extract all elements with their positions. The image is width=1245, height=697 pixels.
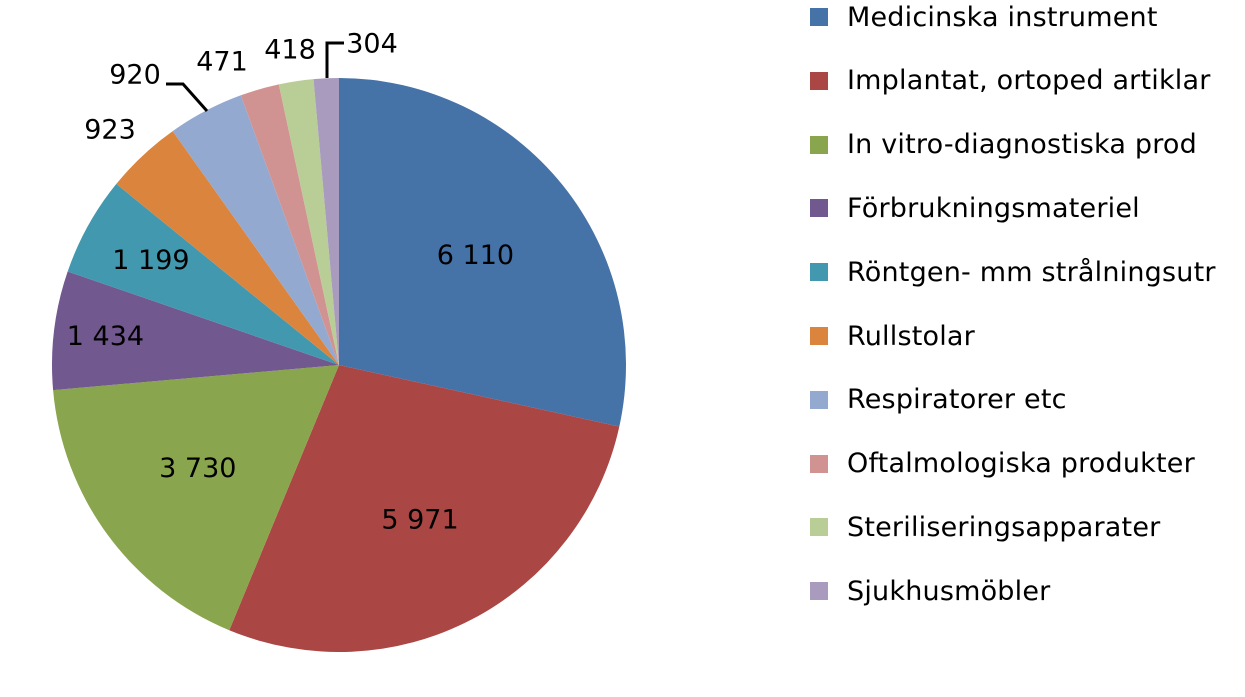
- legend-item: Röntgen- mm strålningsutr: [810, 254, 1216, 290]
- pie-slice-5: [67, 183, 340, 365]
- legend-label: Respiratorer etc: [847, 384, 1067, 416]
- legend-swatch: [810, 327, 828, 345]
- legend-swatch: [810, 135, 828, 154]
- legend-swatch: [810, 263, 828, 282]
- legend-item: Medicinska instrument: [810, 0, 1158, 35]
- pie-slice-2: [229, 365, 620, 652]
- legend-swatch: [810, 454, 828, 473]
- legend-swatch: [810, 199, 828, 218]
- data-label-6: 923: [84, 115, 136, 146]
- pie-slices: [52, 78, 626, 652]
- data-label-9: 418: [264, 35, 316, 66]
- leader-line-7: [166, 82, 209, 112]
- legend-label: Medicinska instrument: [847, 1, 1158, 33]
- leader-line-10: [325, 41, 344, 78]
- data-label-1: 6 110: [437, 240, 514, 271]
- legend-label: Steriliseringsapparater: [847, 511, 1161, 543]
- legend-item: Rullstolar: [810, 318, 975, 354]
- pie-slice-6: [116, 131, 339, 365]
- pie-slice-1: [339, 78, 626, 427]
- legend-label: In vitro-diagnostiska prod: [847, 129, 1197, 161]
- legend-item: In vitro-diagnostiska prod: [810, 127, 1197, 163]
- legend-swatch: [810, 582, 828, 601]
- legend-item: Förbrukningsmateriel: [810, 190, 1140, 226]
- legend-label: Implantat, ortoped artiklar: [847, 65, 1211, 97]
- legend-item: Oftalmologiska produkter: [810, 446, 1195, 482]
- legend-item: Implantat, ortoped artiklar: [810, 63, 1211, 99]
- pie-slice-10: [313, 78, 339, 365]
- legend-item: Sjukhusmöbler: [810, 573, 1050, 609]
- legend-label: Sjukhusmöbler: [847, 575, 1051, 607]
- data-label-10: 304: [346, 29, 398, 60]
- legend-swatch: [810, 390, 828, 409]
- legend-label: Förbrukningsmateriel: [847, 192, 1140, 224]
- legend-label: Oftalmologiska produkter: [847, 448, 1195, 480]
- pie-slice-3: [53, 365, 339, 631]
- data-label-2: 5 971: [381, 505, 458, 536]
- data-label-8: 471: [196, 47, 248, 78]
- pie-slice-4: [52, 271, 340, 391]
- pie-slice-8: [240, 84, 339, 365]
- data-label-5: 1 199: [112, 245, 189, 276]
- data-label-4: 1 434: [67, 321, 144, 352]
- legend-item: Respiratorer etc: [810, 382, 1067, 418]
- data-label-3: 3 730: [159, 453, 236, 484]
- legend-swatch: [810, 71, 828, 90]
- pie-slice-9: [278, 79, 339, 365]
- legend-label: Röntgen- mm strålningsutr: [847, 256, 1216, 288]
- legend-label: Rullstolar: [847, 320, 975, 352]
- legend-swatch: [810, 518, 828, 537]
- data-label-7: 920: [109, 60, 161, 91]
- leader-lines: [166, 41, 344, 112]
- legend-item: Steriliseringsapparater: [810, 509, 1160, 545]
- legend-swatch: [810, 8, 828, 26]
- data-labels: 6 110 5 971 3 730 1 434 1 199 923 920 471 418 304: [67, 29, 514, 536]
- pie-slice-7: [172, 95, 339, 366]
